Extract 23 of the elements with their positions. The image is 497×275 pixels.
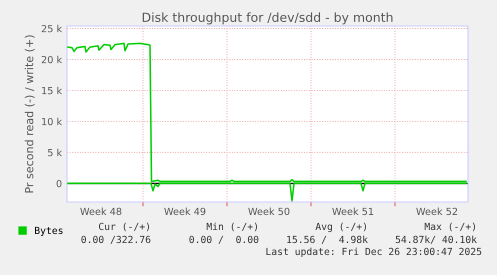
- text: 0.00 / 0.00: [189, 236, 258, 244]
- x-tick-label: Week 48: [80, 208, 122, 216]
- text: 0.00 /322.76: [81, 236, 150, 244]
- legend-label: Bytes: [35, 226, 63, 236]
- text: Last update: Fri Dec 26 23:00:47 2025: [266, 248, 482, 258]
- y-tick-label: 15 k: [42, 86, 62, 94]
- y-axis-title: Pr second read (-) / write (+): [24, 35, 35, 193]
- y-tick-label: 0: [56, 180, 62, 188]
- text: Avg (-/+): [316, 222, 366, 232]
- text: Max (-/+): [424, 222, 475, 232]
- y-tick-label: 25 k: [42, 24, 62, 32]
- text: Cur (-/+): [98, 222, 149, 232]
- x-tick-label: Week 50: [248, 208, 290, 216]
- text: Min (-/+): [206, 222, 257, 232]
- text: 15.56 / 4.98k: [287, 236, 368, 244]
- x-tick-label: Week 49: [164, 208, 206, 216]
- chart-title: Disk throughput for /dev/sdd - by month: [142, 12, 392, 24]
- text: 54.87k/ 40.10k: [396, 236, 477, 244]
- x-tick-label: Week 52: [416, 208, 458, 216]
- x-tick-label: Week 51: [332, 208, 374, 216]
- y-tick-label: 20 k: [42, 56, 62, 64]
- y-tick-label: 5 k: [48, 148, 62, 156]
- y-tick-label: 10 k: [42, 118, 62, 126]
